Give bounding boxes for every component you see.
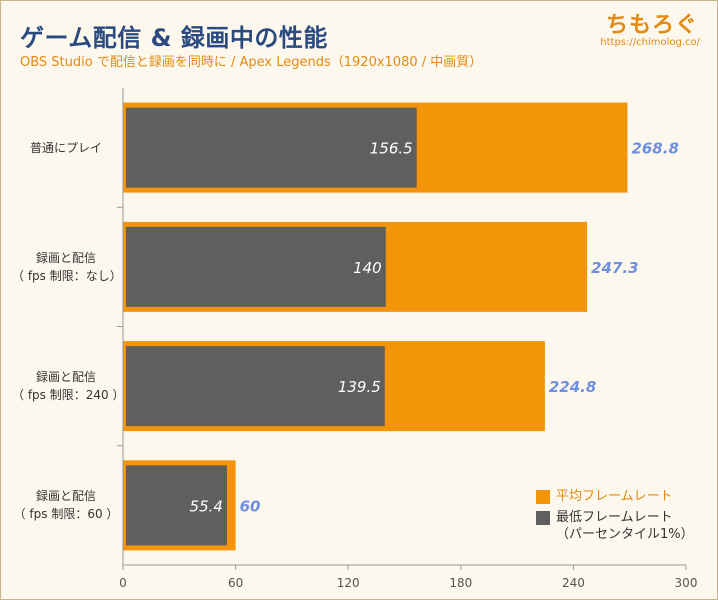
- legend-swatch-average: [536, 490, 550, 504]
- data-label-minimum: 55.4: [190, 497, 223, 515]
- x-tick-label: 60: [228, 576, 243, 590]
- data-label-minimum: 156.5: [370, 140, 413, 158]
- data-label-average: 60: [240, 497, 261, 515]
- x-tick-label: 240: [562, 576, 585, 590]
- category-label: 普通にプレイ: [29, 140, 102, 155]
- category-label: 録画と配信（ fps 制限：60 ）: [13, 489, 119, 522]
- category-label: 録画と配信（ fps 制限：なし）: [12, 250, 122, 283]
- bar-minimum: [126, 465, 227, 546]
- category-label: 録画と配信（ fps 制限：240 ）: [12, 370, 125, 403]
- bar-minimum: [126, 226, 386, 307]
- data-label-minimum: 140: [353, 259, 382, 277]
- x-tick-label: 0: [119, 576, 127, 590]
- legend-label-minimum-note: （パーセンタイル1%）: [556, 527, 694, 542]
- data-label-average: 224.8: [549, 378, 596, 396]
- bar-minimum: [126, 346, 385, 427]
- bar-minimum: [126, 107, 417, 188]
- legend-label-average: 平均フレームレート: [556, 489, 673, 504]
- data-label-average: 247.3: [591, 259, 638, 277]
- chart-subtitle: OBS Studio で配信と録画を同時に / Apex Legends（192…: [20, 55, 483, 70]
- data-label-minimum: 139.5: [338, 378, 381, 396]
- legend-swatch-minimum: [536, 511, 550, 525]
- x-tick-label: 300: [675, 576, 698, 590]
- chart-legend: 平均フレームレート 最低フレームレート （パーセンタイル1%）: [536, 488, 694, 547]
- brand-url: https://chimolog.co/: [600, 37, 700, 48]
- legend-label-minimum: 最低フレームレート: [556, 510, 673, 525]
- brand-logo: ちもろぐ: [605, 13, 698, 38]
- data-label-average: 268.8: [631, 140, 678, 158]
- chart-title: ゲーム配信 & 録画中の性能: [20, 24, 328, 52]
- x-tick-label: 120: [337, 576, 360, 590]
- legend-item-minimum: 最低フレームレート （パーセンタイル1%）: [536, 509, 694, 543]
- legend-item-average: 平均フレームレート: [536, 488, 694, 505]
- x-tick-label: 180: [449, 576, 472, 590]
